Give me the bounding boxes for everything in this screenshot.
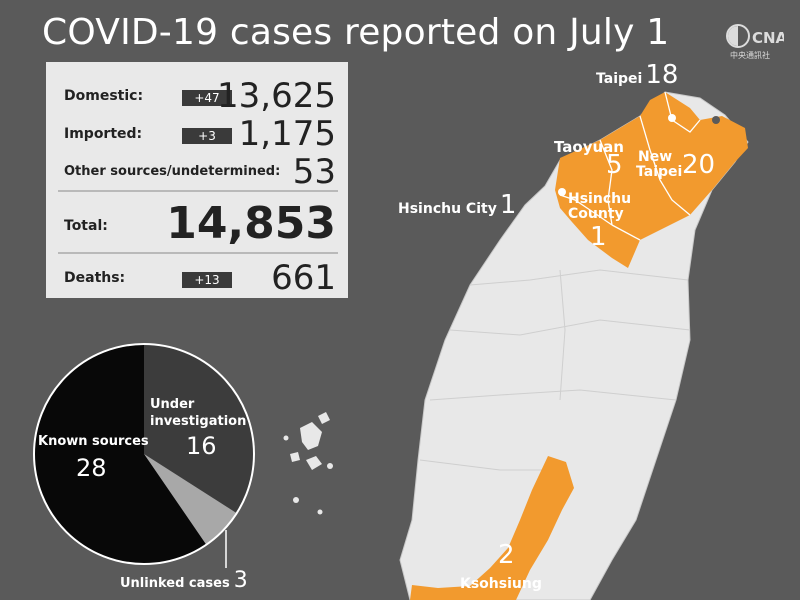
unlinked-cases-label: Unlinked cases 3 — [120, 568, 248, 593]
taoyuan-value: 5 — [606, 150, 623, 180]
taipei-label: Taipei 18 — [596, 60, 679, 90]
under-investigation-line1: Under — [150, 397, 195, 412]
pie-svg — [33, 343, 255, 568]
pie-outline — [33, 343, 255, 565]
deaths-change-badge: +13 — [182, 272, 232, 288]
taipei-value: 18 — [645, 60, 679, 90]
imported-change-badge: +3 — [182, 128, 232, 144]
page-title: COVID-19 cases reported on July 1 — [42, 12, 670, 53]
islet — [465, 459, 471, 465]
known-sources-value: 28 — [76, 454, 107, 482]
imported-label: Imported: — [64, 126, 143, 142]
unlinked-cases-text: Unlinked cases — [120, 576, 230, 591]
new-taipei-line2: Taipei — [636, 164, 683, 180]
new-taipei-line1: New — [638, 149, 673, 165]
divider — [58, 252, 338, 254]
taipei-marker — [668, 114, 676, 122]
total-row: Total: 14,853 — [46, 198, 348, 249]
kaohsiung-highlight — [410, 456, 574, 600]
new-taipei-label: New Taipei — [636, 149, 683, 180]
stats-panel: Domestic: +47 13,625 Imported: +3 1,175 … — [46, 62, 348, 298]
under-investigation-line2: investigation — [150, 414, 247, 429]
deaths-value: 661 — [271, 258, 336, 298]
north-highlight — [555, 92, 748, 268]
new-taipei-value: 20 — [682, 150, 716, 180]
hsinchu-county-line1: Hsinchu — [568, 191, 632, 207]
svg-text:CNA: CNA — [752, 29, 784, 47]
other-label: Other sources/undetermined: — [64, 164, 281, 179]
domestic-value: 13,625 — [217, 76, 336, 116]
other-value: 53 — [292, 152, 336, 192]
hsinchu-county-value: 1 — [590, 222, 607, 252]
cna-logo: CNA 中央通訊社 — [724, 18, 788, 60]
islet — [712, 116, 720, 124]
total-value: 14,853 — [166, 198, 336, 249]
domestic-label: Domestic: — [64, 88, 144, 104]
domestic-row: Domestic: +47 13,625 — [46, 76, 348, 116]
pie-slice-known-sources — [33, 344, 207, 564]
hsinchu-county-line2: County — [568, 206, 624, 222]
kaohsiung-value: 2 — [498, 540, 515, 570]
penghu-islands — [283, 412, 333, 515]
deaths-label: Deaths: — [64, 270, 126, 286]
under-investigation-value: 16 — [186, 432, 217, 460]
imported-row: Imported: +3 1,175 — [46, 114, 348, 154]
total-label: Total: — [64, 218, 108, 234]
unlinked-cases-value: 3 — [233, 568, 248, 593]
under-investigation-label: Under investigation — [150, 396, 246, 430]
hsinchu-city-label: Hsinchu City 1 — [398, 190, 517, 220]
county-borders — [419, 269, 691, 471]
source-pie-chart: Under investigation 16 Known sources 28 — [30, 340, 270, 580]
divider — [58, 190, 338, 192]
cna-logo-subtext: 中央通訊社 — [730, 51, 770, 60]
pie-slice-unlinked-cases — [144, 454, 237, 545]
hsinchu-county-label: Hsinchu County — [568, 192, 631, 222]
taoyuan-label: Taoyuan — [554, 138, 624, 156]
other-row: Other sources/undetermined: 53 — [46, 152, 348, 192]
kaohsiung-label: Ksohsiung — [460, 576, 542, 592]
pie-slice-under-investigation — [144, 344, 254, 514]
deaths-row: Deaths: +13 661 — [46, 258, 348, 298]
domestic-change-badge: +47 — [182, 90, 232, 106]
imported-value: 1,175 — [238, 114, 336, 154]
north-borders — [559, 91, 701, 241]
hsinchu-city-marker — [558, 188, 566, 196]
known-sources-label: Known sources — [38, 434, 149, 449]
hsinchu-city-value: 1 — [499, 190, 517, 220]
